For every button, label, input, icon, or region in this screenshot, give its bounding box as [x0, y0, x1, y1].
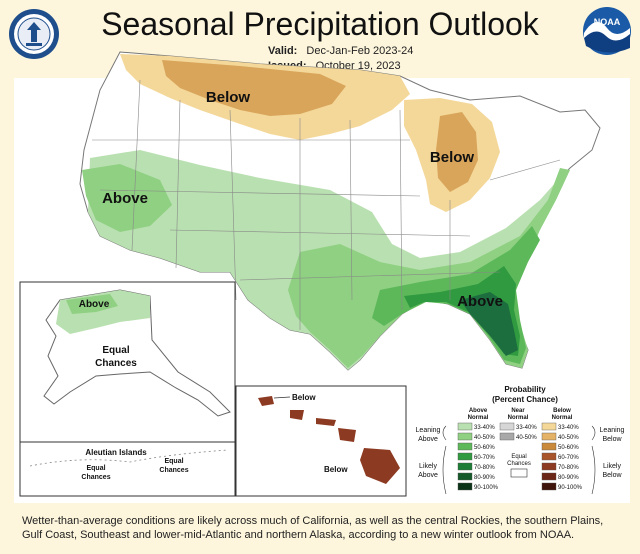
hawaii-big-island [360, 448, 400, 484]
hawaii-oahu [290, 410, 304, 420]
legend-col-below-1: Below [553, 408, 571, 414]
legend-below-swatch-0 [541, 422, 557, 431]
legend-likely-below-2: Below [602, 472, 622, 479]
noaa-logo: NOAA [583, 7, 631, 55]
legend-below-swatch-1 [541, 432, 557, 441]
legend-below-label-4: 70-80% [558, 465, 579, 471]
below-north-medium [162, 60, 346, 116]
legend-likely-above-2: Above [418, 472, 438, 479]
legend-above-label-0: 33-40% [474, 425, 495, 431]
aleutian-title: Aleutian Islands [85, 448, 147, 457]
legend: Probability (Percent Chance) Above Norma… [416, 385, 625, 495]
legend-below-label-2: 50-60% [558, 445, 579, 451]
aleutian-equal-left-2: Chances [81, 474, 110, 481]
hawaii-top-leader [273, 396, 291, 399]
legend-below-label-1: 40-50% [558, 435, 579, 441]
hawaii-kauai [258, 396, 274, 406]
legend-below-swatches: 33-40% 40-50% 50-60% 60-70% 70-80% 80-90% 90-1… [541, 422, 583, 491]
legend-brace-leaning-above [442, 425, 447, 441]
legend-near-label-1: 40-50% [516, 435, 537, 441]
label-below-greatlakes: Below [430, 149, 475, 166]
legend-below-swatch-2 [541, 442, 557, 451]
legend-col-above-1: Above [469, 408, 488, 414]
legend-brace-likely-above [442, 445, 447, 495]
legend-leaning-above-1: Leaning [416, 427, 441, 434]
legend-below-swatch-5 [541, 472, 557, 481]
legend-col-near-1: Near [511, 408, 525, 414]
legend-title-1: Probability [504, 385, 546, 394]
legend-above-label-1: 40-50% [474, 435, 495, 441]
legend-title-2: (Percent Chance) [492, 395, 558, 404]
aleutian-equal-right-1: Equal [164, 458, 183, 465]
legend-above-label-4: 70-80% [474, 465, 495, 471]
legend-equal-swatch [510, 468, 528, 478]
legend-above-swatch-3 [457, 452, 473, 461]
alaska-above-strong [66, 294, 118, 314]
above-florida-darkest [460, 292, 518, 356]
legend-below-label-5: 80-90% [558, 475, 579, 481]
legend-leaning-above-2: Above [418, 436, 438, 443]
legend-below-label-6: 90-100% [558, 485, 583, 491]
legend-leaning-below-2: Below [602, 436, 622, 443]
legend-near-swatches: 33-40% 40-50% [499, 422, 537, 441]
legend-above-swatch-5 [457, 472, 473, 481]
legend-below-label-3: 60-70% [558, 455, 579, 461]
aleutian-inset-frame [19, 441, 236, 497]
page-title: Seasonal Precipitation Outlook [101, 6, 539, 42]
legend-below-label-0: 33-40% [558, 425, 579, 431]
legend-col-below-2: Normal [552, 415, 573, 421]
legend-near-swatch-1 [499, 432, 515, 441]
legend-brace-likely-below [591, 445, 596, 495]
legend-above-label-5: 80-90% [474, 475, 495, 481]
legend-equal-2: Chances [507, 461, 531, 467]
aleutian-chain [29, 449, 229, 467]
valid-label: Valid: [268, 45, 298, 57]
noaa-logo-text: NOAA [594, 17, 621, 27]
aleutian-equal-left-1: Equal [86, 465, 105, 472]
legend-above-swatch-6 [457, 482, 473, 491]
legend-above-swatch-1 [457, 432, 473, 441]
legend-below-swatch-3 [541, 452, 557, 461]
hawaii-maui [338, 428, 356, 442]
legend-below-swatch-6 [541, 482, 557, 491]
legend-leaning-below-1: Leaning [600, 427, 625, 434]
legend-below-swatch-4 [541, 462, 557, 471]
aleutian-equal-right-2: Chances [159, 467, 188, 474]
legend-above-swatch-0 [457, 422, 473, 431]
valid-line: Valid: Dec-Jan-Feb 2023-24 [268, 45, 413, 57]
label-below-north: Below [206, 89, 251, 106]
legend-near-label-0: 33-40% [516, 425, 537, 431]
alaska-equal-label: Equal [102, 345, 129, 356]
legend-above-swatch-4 [457, 462, 473, 471]
valid-value: Dec-Jan-Feb 2023-24 [306, 45, 414, 57]
legend-above-label-3: 60-70% [474, 455, 495, 461]
legend-above-label-6: 90-100% [474, 485, 499, 491]
alaska-chances-label: Chances [95, 358, 137, 369]
legend-above-swatch-2 [457, 442, 473, 451]
hawaii-below-bottom: Below [324, 465, 348, 474]
legend-brace-leaning-below [591, 425, 596, 441]
commerce-seal-logo [9, 9, 59, 59]
caption: Wetter-than-average conditions are likel… [22, 515, 604, 541]
hawaii-molokai [316, 418, 336, 426]
label-above-southeast: Above [457, 293, 503, 310]
hawaii-below-top: Below [292, 393, 316, 402]
legend-likely-below-1: Likely [603, 463, 621, 470]
legend-col-above-2: Normal [468, 415, 489, 421]
legend-col-near-2: Normal [508, 415, 529, 421]
alaska-above-label: Above [79, 299, 110, 310]
below-greatlakes-medium [436, 112, 478, 192]
state-boundaries [92, 79, 561, 330]
legend-near-swatch-0 [499, 422, 515, 431]
above-california-medium [82, 164, 172, 232]
legend-above-swatches: 33-40% 40-50% 50-60% 60-70% 70-80% 80-90% 90-1… [457, 422, 499, 491]
legend-likely-above-1: Likely [419, 463, 437, 470]
label-above-california: Above [102, 190, 148, 207]
legend-equal-1: Equal [511, 454, 526, 460]
legend-above-label-2: 50-60% [474, 445, 495, 451]
